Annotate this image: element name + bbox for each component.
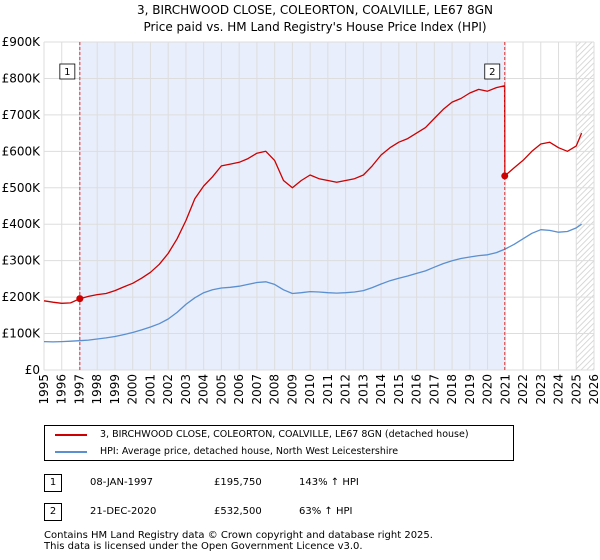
x-tick-label: 2016: [410, 374, 424, 405]
x-tick-label: 2005: [214, 374, 228, 405]
transaction-price: £195,750: [214, 477, 262, 488]
sale-point: [76, 295, 84, 303]
y-tick-label: £600K: [2, 144, 42, 158]
legend-item-hpi: HPI: Average price, detached house, Nort…: [45, 443, 513, 461]
x-tick-label: 2010: [303, 374, 317, 405]
x-tick-label: 1996: [55, 374, 69, 405]
x-tick-label: 2022: [516, 374, 530, 405]
sale-label: 2: [489, 67, 495, 78]
x-tick-label: 2012: [339, 374, 353, 405]
price-chart: 3, BIRCHWOOD CLOSE, COLEORTON, COALVILLE…: [2, 3, 600, 405]
x-tick-label: 1995: [37, 374, 51, 405]
transaction-date: 21-DEC-2020: [90, 506, 157, 517]
x-tick-label: 2018: [445, 374, 459, 405]
x-tick-label: 2013: [356, 374, 370, 405]
transaction-number: 2: [44, 503, 62, 521]
x-tick-label: 2000: [126, 374, 140, 405]
x-tick-label: 1999: [108, 374, 122, 405]
x-tick-label: 2021: [498, 374, 512, 405]
x-tick-label: 2020: [481, 374, 495, 405]
x-tick-label: 1997: [72, 374, 86, 405]
legend-item-property: 3, BIRCHWOOD CLOSE, COLEORTON, COALVILLE…: [45, 426, 513, 444]
x-tick-label: 2004: [197, 374, 211, 405]
y-tick-label: £400K: [2, 217, 42, 231]
transaction-date: 08-JAN-1997: [90, 477, 154, 488]
y-tick-label: £500K: [2, 181, 42, 195]
x-tick-label: 2011: [321, 374, 335, 405]
y-tick-label: £800K: [2, 71, 42, 85]
transaction-hpi: 143% ↑ HPI: [299, 477, 359, 488]
x-tick-label: 1998: [90, 374, 104, 405]
x-tick-label: 2002: [161, 374, 175, 405]
transaction-number: 1: [44, 474, 62, 492]
sale-label-box: [59, 63, 76, 80]
legend-swatch-hpi: [55, 451, 87, 453]
x-tick-label: 2008: [268, 374, 282, 405]
x-tick-label: 2015: [392, 374, 406, 405]
y-tick-label: £100K: [2, 327, 42, 341]
x-tick-label: 2014: [374, 374, 388, 405]
property-series-line: [43, 85, 583, 304]
x-tick-label: 2024: [552, 374, 566, 405]
chart-subtitle: Price paid vs. HM Land Registry's House …: [143, 20, 486, 34]
transaction-hpi: 63% ↑ HPI: [299, 506, 353, 517]
sale-point: [501, 172, 509, 180]
transaction-price: £532,500: [214, 506, 262, 517]
legend-swatch-property: [55, 434, 87, 436]
x-tick-label: 2026: [587, 374, 600, 405]
x-tick-label: 2017: [427, 374, 441, 405]
y-tick-label: £300K: [2, 254, 42, 268]
y-tick-label: £200K: [2, 290, 42, 304]
x-tick-label: 2001: [143, 374, 157, 405]
footer-line-1: Contains HM Land Registry data © Crown c…: [44, 530, 433, 541]
footer: Contains HM Land Registry data © Crown c…: [44, 530, 433, 552]
sale-label-box: [484, 63, 501, 80]
y-tick-label: £0: [25, 363, 40, 377]
x-tick-label: 2006: [232, 374, 246, 405]
transaction-row: 2 21-DEC-2020 £532,500 63% ↑ HPI: [44, 503, 544, 521]
y-tick-label: £900K: [2, 35, 42, 49]
x-tick-label: 2007: [250, 374, 264, 405]
transaction-row: 1 08-JAN-1997 £195,750 143% ↑ HPI: [44, 474, 544, 492]
x-tick-label: 2019: [463, 374, 477, 405]
chart-title: 3, BIRCHWOOD CLOSE, COLEORTON, COALVILLE…: [137, 3, 493, 17]
forecast-hatch: [576, 42, 594, 370]
footer-line-2: This data is licensed under the Open Gov…: [44, 541, 363, 552]
x-tick-label: 2009: [285, 374, 299, 405]
y-tick-label: £700K: [2, 108, 42, 122]
sale-label: 1: [64, 67, 70, 78]
x-tick-label: 2003: [179, 374, 193, 405]
hpi-series-line: [43, 223, 582, 343]
legend-label-property: 3, BIRCHWOOD CLOSE, COLEORTON, COALVILLE…: [100, 429, 469, 440]
x-tick-label: 2023: [534, 374, 548, 405]
x-tick-label: 2025: [569, 374, 583, 405]
legend-label-hpi: HPI: Average price, detached house, Nort…: [100, 446, 399, 457]
chart-legend: 3, BIRCHWOOD CLOSE, COLEORTON, COALVILLE…: [44, 425, 514, 461]
